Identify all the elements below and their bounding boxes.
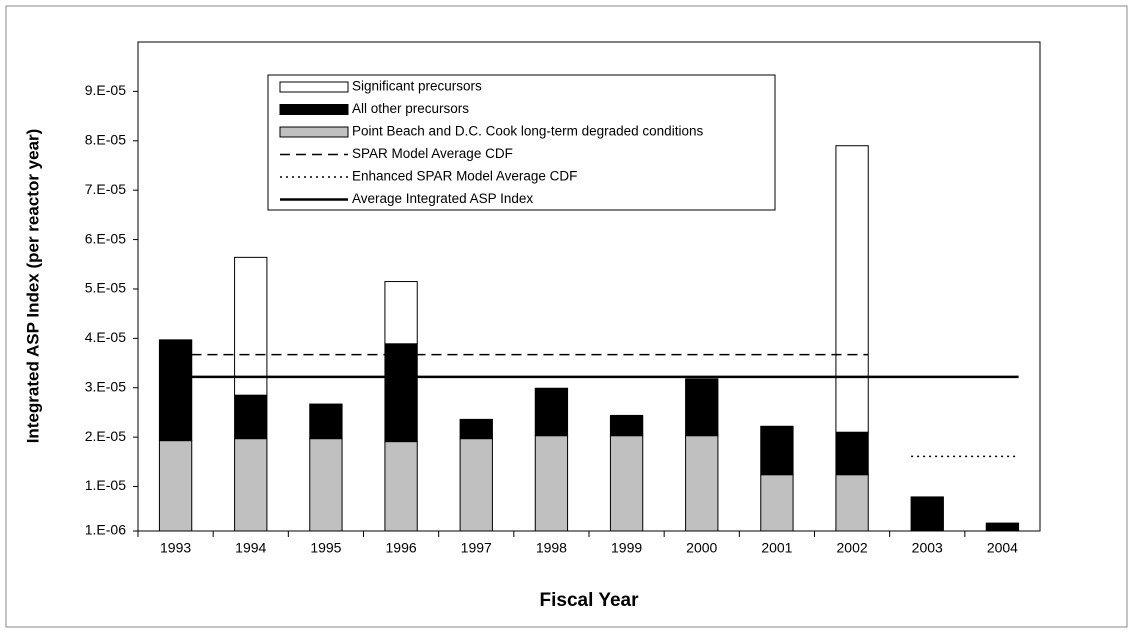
bar-segment [985,522,1020,532]
bar-segment [685,435,719,532]
x-tick-label: 1996 [386,540,417,556]
y-tick-label: 5.E-05 [85,280,126,296]
bar-segment [534,387,569,437]
y-tick-label: 8.E-05 [85,131,126,147]
bar-segment [609,414,644,437]
legend-label: Enhanced SPAR Model Average CDF [352,169,577,184]
x-tick-label: 1998 [536,540,567,556]
bar-segment [384,441,418,532]
bar-segment [534,435,569,532]
bar-segment [910,496,944,532]
bar-segment [234,438,268,532]
bar-segment [760,425,794,476]
bar-segment [760,474,794,532]
x-axis-title: Fiscal Year [540,590,640,611]
x-tick-label: 2001 [761,540,792,556]
bar-segment [685,378,719,437]
legend-label: SPAR Model Average CDF [352,146,513,161]
x-tick-label: 2003 [912,540,943,556]
legend-box [267,74,776,211]
bar-segment [158,440,193,532]
x-tick-label: 1997 [461,540,492,556]
legend-label: Point Beach and D.C. Cook long-term degr… [352,124,703,139]
legend-swatch [279,126,349,138]
x-tick-label: 2000 [686,540,717,556]
y-tick-label: 2.E-05 [85,428,126,444]
y-tick-label: 4.E-05 [85,329,126,345]
bar-segment [309,438,343,532]
x-tick-label: 2004 [987,540,1018,556]
bar-segment [835,431,869,476]
bar-segment [234,394,268,440]
y-tick-label: 1.E-05 [85,477,126,493]
x-tick-label: 1999 [611,540,642,556]
legend-swatch [279,104,349,115]
legend-label: All other precursors [352,101,469,116]
y-tick-label: 3.E-05 [85,378,126,394]
y-axis-title: Integrated ASP Index (per reactor year) [23,129,42,444]
x-tick-label: 2002 [837,540,868,556]
bar-segment [459,438,493,532]
y-tick-label: 7.E-05 [85,181,126,197]
bar-segment [835,474,869,532]
legend-label: Average Integrated ASP Index [352,191,533,206]
bar-segment [609,435,644,532]
y-tick-label: 1.E-06 [85,522,126,538]
bar-segment [158,339,193,442]
y-tick-label: 9.E-05 [85,82,126,98]
bar-segment [384,343,418,443]
legend-swatch [279,81,349,93]
bar-segment [234,256,268,396]
x-tick-label: 1993 [160,540,191,556]
bar-segment [459,418,493,440]
bar-segment [309,403,343,440]
bar-segment [835,145,869,433]
y-tick-label: 6.E-05 [85,230,126,246]
legend-label: Significant precursors [352,79,482,94]
x-tick-label: 1994 [235,540,266,556]
bar-segment [384,281,418,345]
x-tick-label: 1995 [310,540,341,556]
plot-frame [137,41,1041,532]
